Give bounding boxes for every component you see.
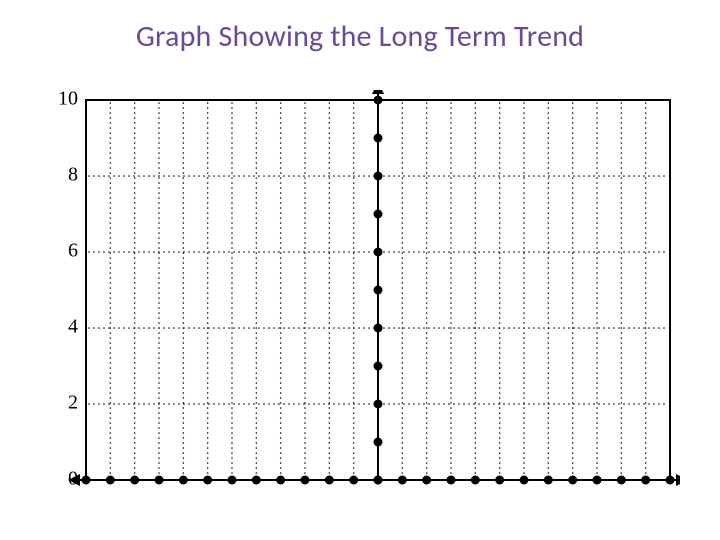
data-point [179,476,188,485]
data-point [82,476,91,485]
data-point [276,476,285,485]
data-point [325,476,334,485]
y-tick-label: 10 [58,90,78,110]
y-tick-label: 4 [68,316,78,338]
data-point [203,476,212,485]
data-point [520,476,529,485]
data-point [422,476,431,485]
data-point [374,96,383,105]
data-point [349,476,358,485]
data-point [568,476,577,485]
data-point [666,476,675,485]
data-point [374,400,383,409]
data-point [301,476,310,485]
data-point [617,476,626,485]
data-point [252,476,261,485]
data-point [106,476,115,485]
data-point [374,324,383,333]
data-point [544,476,553,485]
data-point [374,172,383,181]
data-point [374,286,383,295]
chart-container: 0246810 [40,90,680,490]
data-point [374,438,383,447]
slide: Graph Showing the Long Term Trend 024681… [0,0,720,540]
data-point [374,134,383,143]
trend-chart: 0246810 [40,90,680,490]
data-point [471,476,480,485]
data-point [641,476,650,485]
data-point [374,248,383,257]
y-tick-label: 6 [68,240,78,262]
y-tick-label: 2 [68,392,78,414]
data-point [398,476,407,485]
data-point [495,476,504,485]
data-point [447,476,456,485]
data-point [130,476,139,485]
data-point [228,476,237,485]
data-point [155,476,164,485]
data-point [374,476,383,485]
data-point [374,210,383,219]
y-tick-label: 8 [68,164,78,186]
data-point [593,476,602,485]
data-point [374,362,383,371]
page-title: Graph Showing the Long Term Trend [0,18,720,55]
